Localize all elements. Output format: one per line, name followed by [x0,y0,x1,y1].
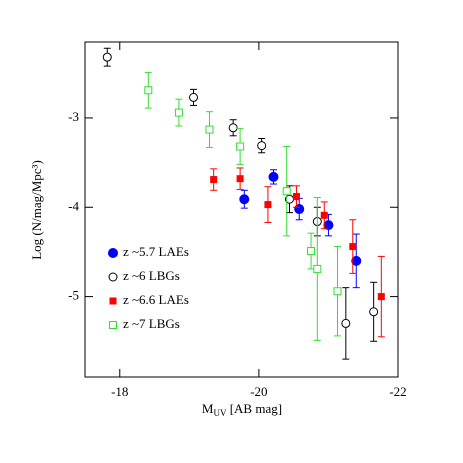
point [144,86,153,95]
y-axis-label: Log (N/mag/Mpc³) [29,160,44,260]
x-tick-label: -20 [250,384,267,399]
point [369,307,379,317]
y-tick-label: -3 [68,109,79,124]
point [210,176,218,184]
legend-marker [109,321,117,329]
point [351,255,362,266]
point [268,171,279,182]
x-tick-label: -22 [389,384,406,399]
legend-label: z ~5.7 LAEs [123,244,189,259]
plot-frame [84,41,399,378]
x-axis-label: MUV [AB mag] [202,401,282,418]
point [205,125,214,134]
point [236,142,245,151]
x-label-main: M [202,401,214,416]
point [236,175,244,183]
x-tick-label: -18 [111,384,128,399]
legend-marker [108,272,118,282]
y-tick-label: -4 [68,198,79,213]
point [341,318,351,328]
point [257,141,267,151]
point [239,194,250,205]
point [264,201,272,209]
x-label-rest: [AB mag] [226,401,282,416]
legend-label: z ~6.6 LAEs [123,292,189,307]
point [102,52,112,62]
legend-marker [108,248,118,258]
point [307,247,316,256]
point [320,211,328,219]
point [313,264,322,273]
y-tick-label: -5 [68,288,79,303]
point [228,123,238,133]
point [377,293,385,301]
legend-label: z ~6 LBGs [123,268,180,283]
point [349,243,357,251]
point [292,193,300,201]
legend-marker [109,297,117,305]
point [189,92,199,102]
point [174,108,183,117]
x-label-sub: UV [213,408,226,418]
point [282,187,291,196]
point [333,287,342,296]
legend-label: z ~7 LBGs [123,316,180,331]
